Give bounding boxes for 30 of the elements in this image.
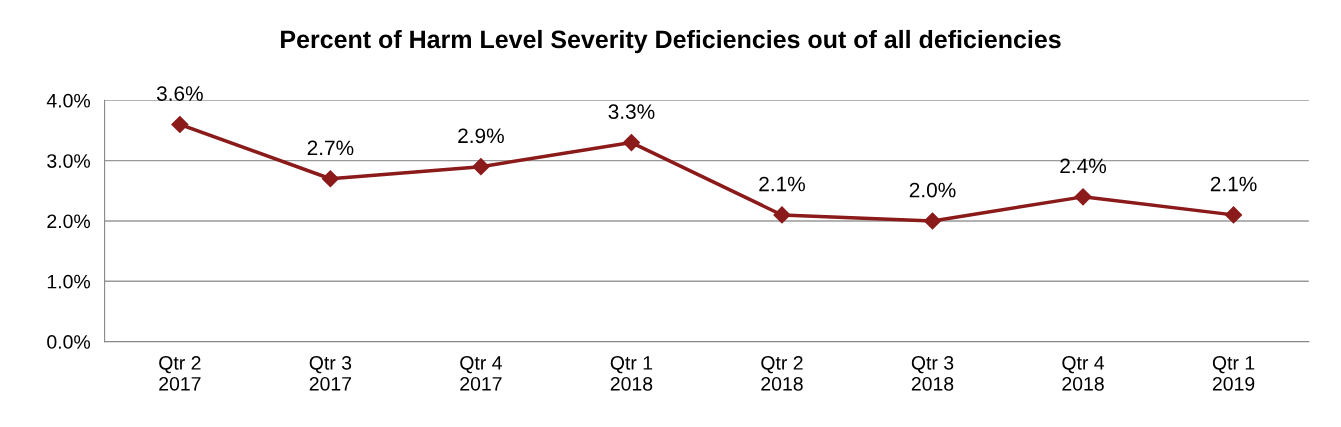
data-label: 2.4% — [1060, 158, 1107, 174]
data-label: 2.9% — [458, 128, 504, 144]
x-tick-label: Qtr 2 2018 — [761, 356, 803, 391]
y-tick-label: 1.0% — [47, 274, 91, 289]
point — [923, 212, 942, 230]
data-label: 2.1% — [759, 176, 805, 192]
point — [1225, 206, 1243, 224]
y-tick-label: 3.0% — [47, 154, 91, 168]
y-tick-label: 0.0% — [47, 335, 91, 349]
data-label: 2.0% — [909, 182, 956, 198]
point — [622, 134, 640, 152]
x-tick-label: Qtr 1 2018 — [610, 356, 653, 391]
point — [1074, 188, 1092, 206]
data-label: 2.1% — [1210, 176, 1257, 192]
point — [773, 206, 791, 224]
x-tick-label: Qtr 3 2018 — [911, 356, 954, 391]
point — [472, 158, 490, 176]
y-tick-label: 4.0% — [46, 93, 91, 108]
data-label: 3.3% — [608, 104, 655, 119]
y-tick-label: 2.0% — [47, 214, 91, 229]
chart-title: Percent of Harm Level Severity Deficiencies out of all deficiencies — [281, 29, 1061, 54]
data-label: 2.7% — [307, 140, 354, 156]
x-tick-label: Qtr 2 2017 — [159, 356, 201, 391]
data-label: 3.6% — [156, 86, 203, 101]
point — [171, 115, 189, 134]
x-tick-label: Qtr 4 2018 — [1062, 356, 1105, 391]
x-tick-label: Qtr 4 2017 — [460, 356, 502, 391]
point — [321, 170, 339, 188]
x-tick-label: Qtr 3 2017 — [309, 356, 352, 391]
x-tick-label: Qtr 1 2019 — [1212, 356, 1255, 391]
